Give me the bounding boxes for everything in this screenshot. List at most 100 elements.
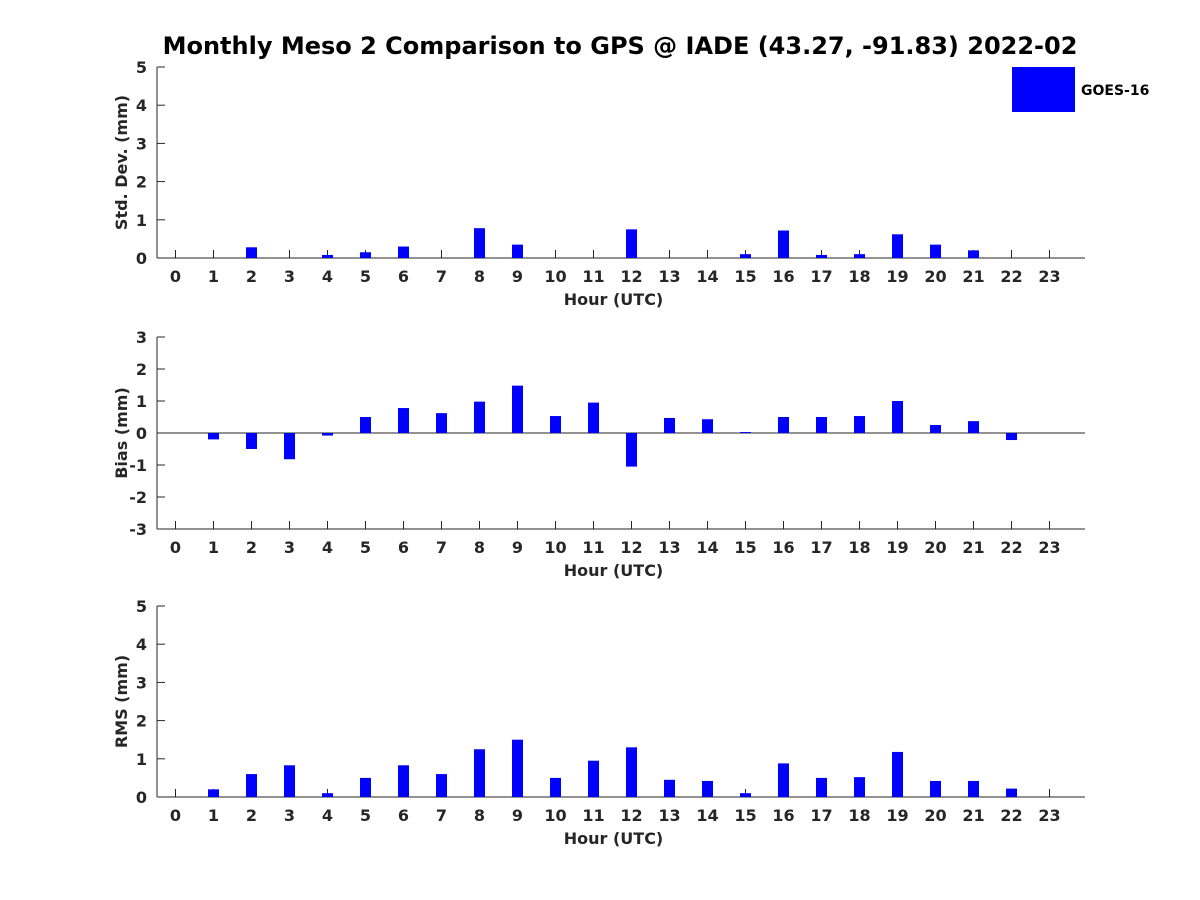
x-tick-label: 20 xyxy=(924,538,946,557)
y-tick-label: 3 xyxy=(136,328,147,347)
bar-bias-hour-21 xyxy=(968,421,979,433)
x-tick-label: 1 xyxy=(208,538,219,557)
bar-bias-hour-7 xyxy=(436,413,447,433)
x-tick-label: 16 xyxy=(772,538,794,557)
y-tick-label: 5 xyxy=(136,597,147,616)
x-tick-label: 4 xyxy=(322,267,333,286)
x-axis-label: Hour (UTC) xyxy=(564,561,664,580)
x-tick-label: 0 xyxy=(170,806,181,825)
bar-rms-hour-2 xyxy=(246,774,257,797)
x-tick-label: 8 xyxy=(474,806,485,825)
x-tick-label: 21 xyxy=(962,806,984,825)
bar-rms-hour-14 xyxy=(702,780,713,797)
y-tick-label: 4 xyxy=(136,635,147,654)
bar-bias-hour-13 xyxy=(664,417,675,433)
x-tick-label: 10 xyxy=(544,538,566,557)
x-tick-label: 20 xyxy=(924,267,946,286)
y-tick-label: -3 xyxy=(129,520,147,539)
bar-std-dev-hour-18 xyxy=(854,254,865,258)
x-axis-label: Hour (UTC) xyxy=(564,290,664,309)
bar-std-dev-hour-19 xyxy=(892,234,903,258)
bar-rms-hour-18 xyxy=(854,777,865,797)
bar-std-dev-hour-20 xyxy=(930,244,941,258)
x-tick-label: 19 xyxy=(886,806,908,825)
bar-rms-hour-5 xyxy=(360,777,371,797)
bar-std-dev-hour-17 xyxy=(816,254,827,258)
x-tick-label: 15 xyxy=(734,806,756,825)
bar-std-dev-hour-2 xyxy=(246,247,257,258)
bar-bias-hour-4 xyxy=(322,433,333,436)
bar-rms-hour-20 xyxy=(930,780,941,797)
bar-bias-hour-20 xyxy=(930,425,941,433)
x-tick-label: 13 xyxy=(658,267,680,286)
bar-rms-hour-6 xyxy=(398,765,409,797)
x-tick-label: 13 xyxy=(658,806,680,825)
bar-std-dev-hour-8 xyxy=(474,228,485,258)
x-tick-label: 5 xyxy=(360,267,371,286)
x-tick-label: 22 xyxy=(1000,538,1022,557)
x-tick-label: 23 xyxy=(1038,267,1060,286)
bar-std-dev-hour-21 xyxy=(968,250,979,258)
y-tick-label: 5 xyxy=(136,58,147,77)
x-tick-label: 7 xyxy=(436,806,447,825)
x-tick-label: 5 xyxy=(360,806,371,825)
bar-bias-hour-6 xyxy=(398,408,409,433)
y-axis-label: Std. Dev. (mm) xyxy=(112,95,131,230)
x-tick-label: 8 xyxy=(474,538,485,557)
x-tick-label: 17 xyxy=(810,267,832,286)
bar-bias-hour-19 xyxy=(892,401,903,433)
x-tick-label: 18 xyxy=(848,267,870,286)
bar-bias-hour-1 xyxy=(208,433,219,440)
x-tick-label: 13 xyxy=(658,538,680,557)
x-tick-label: 2 xyxy=(246,538,257,557)
bar-rms-hour-11 xyxy=(588,760,599,797)
x-tick-label: 1 xyxy=(208,267,219,286)
bar-std-dev-hour-16 xyxy=(778,230,789,258)
bar-rms-hour-9 xyxy=(512,739,523,797)
x-tick-label: 23 xyxy=(1038,806,1060,825)
x-tick-label: 11 xyxy=(582,806,604,825)
y-axis-label: Bias (mm) xyxy=(112,387,131,479)
x-tick-label: 3 xyxy=(284,806,295,825)
x-tick-label: 2 xyxy=(246,806,257,825)
bar-rms-hour-13 xyxy=(664,779,675,797)
y-tick-label: 2 xyxy=(136,360,147,379)
x-tick-label: 6 xyxy=(398,806,409,825)
bar-rms-hour-8 xyxy=(474,749,485,797)
bar-rms-hour-21 xyxy=(968,780,979,797)
bar-bias-hour-16 xyxy=(778,417,789,433)
bar-bias-hour-5 xyxy=(360,417,371,433)
x-tick-label: 4 xyxy=(322,806,333,825)
y-tick-label: 1 xyxy=(136,392,147,411)
x-tick-label: 12 xyxy=(620,806,642,825)
x-tick-label: 21 xyxy=(962,538,984,557)
x-tick-label: 16 xyxy=(772,806,794,825)
y-tick-label: 4 xyxy=(136,96,147,115)
y-axis-label: RMS (mm) xyxy=(112,655,131,748)
x-tick-label: 8 xyxy=(474,267,485,286)
bar-std-dev-hour-5 xyxy=(360,252,371,258)
bar-std-dev-hour-4 xyxy=(322,254,333,258)
y-tick-label: -1 xyxy=(129,456,147,475)
bar-rms-hour-15 xyxy=(740,793,751,797)
y-tick-label: 0 xyxy=(136,249,147,268)
x-tick-label: 7 xyxy=(436,538,447,557)
y-tick-label: 3 xyxy=(136,673,147,692)
bar-bias-hour-14 xyxy=(702,419,713,433)
y-tick-label: 0 xyxy=(136,424,147,443)
x-tick-label: 11 xyxy=(582,267,604,286)
bar-rms-hour-10 xyxy=(550,777,561,797)
bar-std-dev-hour-6 xyxy=(398,246,409,258)
bar-rms-hour-22 xyxy=(1006,788,1017,797)
x-tick-label: 16 xyxy=(772,267,794,286)
x-tick-label: 15 xyxy=(734,267,756,286)
bar-std-dev-hour-12 xyxy=(626,229,637,258)
x-tick-label: 19 xyxy=(886,538,908,557)
bar-bias-hour-8 xyxy=(474,401,485,433)
x-tick-label: 18 xyxy=(848,806,870,825)
x-tick-label: 14 xyxy=(696,267,718,286)
x-tick-label: 12 xyxy=(620,267,642,286)
x-tick-label: 2 xyxy=(246,267,257,286)
bar-rms-hour-12 xyxy=(626,747,637,797)
